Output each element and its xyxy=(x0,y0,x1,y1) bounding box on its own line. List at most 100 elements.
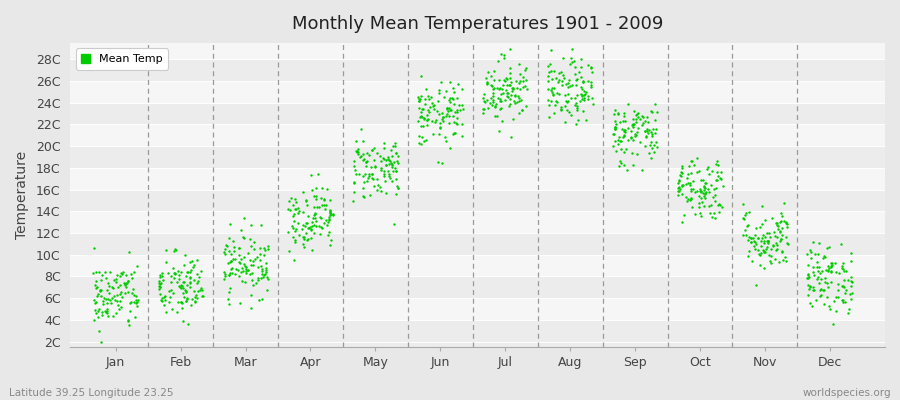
Point xyxy=(803,284,817,290)
Point xyxy=(584,84,598,90)
Point xyxy=(216,269,230,275)
Point xyxy=(125,274,140,281)
Point xyxy=(562,61,577,67)
Bar xyxy=(70,211,885,233)
Point xyxy=(170,267,184,274)
Point xyxy=(627,108,642,114)
Point xyxy=(183,274,197,281)
Point xyxy=(123,299,138,305)
Point xyxy=(573,91,588,97)
Point xyxy=(129,300,143,306)
Point xyxy=(835,298,850,305)
Point xyxy=(187,288,202,294)
Point xyxy=(445,95,459,101)
Point xyxy=(742,248,756,254)
Point xyxy=(697,184,711,190)
Point xyxy=(194,284,209,291)
Point xyxy=(511,92,526,99)
Point xyxy=(315,225,329,231)
Point xyxy=(417,116,431,122)
Point xyxy=(110,272,124,278)
Point xyxy=(432,111,446,118)
Point xyxy=(129,292,143,299)
Point xyxy=(284,195,298,201)
Point xyxy=(282,247,296,254)
Point xyxy=(322,208,337,214)
Point xyxy=(430,108,445,115)
Point xyxy=(194,268,208,274)
Point xyxy=(164,278,178,285)
Point xyxy=(436,114,451,120)
Point xyxy=(555,78,570,84)
Point xyxy=(760,238,775,244)
Point xyxy=(694,195,708,201)
Point xyxy=(130,303,144,309)
Point xyxy=(544,47,558,53)
Point xyxy=(450,120,464,127)
Point xyxy=(155,270,169,276)
Point xyxy=(744,258,759,264)
Point xyxy=(218,273,232,279)
Point xyxy=(176,318,191,324)
Point xyxy=(158,247,173,253)
Point xyxy=(625,122,639,128)
Point xyxy=(260,286,274,293)
Point xyxy=(256,274,270,280)
Point xyxy=(690,188,705,195)
Point xyxy=(113,304,128,310)
Point xyxy=(675,191,689,198)
Point xyxy=(227,244,241,250)
Point xyxy=(194,293,209,299)
Point xyxy=(649,139,663,145)
Point xyxy=(638,128,652,134)
Point xyxy=(223,265,238,272)
Point xyxy=(478,98,492,105)
Point xyxy=(374,164,388,171)
Point xyxy=(554,104,568,110)
Point xyxy=(292,232,306,238)
Point xyxy=(383,158,398,164)
Point xyxy=(410,118,425,124)
Point xyxy=(433,123,447,130)
Point xyxy=(844,290,859,296)
Point xyxy=(106,313,121,319)
Point xyxy=(558,119,572,125)
Point xyxy=(616,126,631,133)
Point xyxy=(320,222,335,229)
Point xyxy=(770,242,784,248)
Point xyxy=(433,125,447,131)
Point xyxy=(824,269,838,276)
Point xyxy=(779,223,794,230)
Point xyxy=(152,274,166,280)
Point xyxy=(568,102,582,109)
Point xyxy=(569,100,583,107)
Point xyxy=(176,290,190,296)
Point xyxy=(824,260,838,266)
Text: Latitude 39.25 Longitude 23.25: Latitude 39.25 Longitude 23.25 xyxy=(9,388,174,398)
Point xyxy=(419,116,434,123)
Point xyxy=(822,284,836,290)
Point xyxy=(171,298,185,305)
Point xyxy=(107,276,122,283)
Point xyxy=(608,124,622,130)
Point xyxy=(443,145,457,152)
Point xyxy=(616,131,631,138)
Point xyxy=(544,89,559,95)
Point xyxy=(370,149,384,156)
Point xyxy=(412,132,427,139)
Point xyxy=(154,297,168,304)
Point xyxy=(775,248,789,255)
Point xyxy=(296,209,310,216)
Point xyxy=(162,298,176,305)
Point xyxy=(843,295,858,302)
Point xyxy=(771,259,786,265)
Point xyxy=(772,227,787,234)
Point xyxy=(102,290,116,296)
Point xyxy=(166,290,180,296)
Point xyxy=(435,110,449,116)
Point xyxy=(805,303,819,310)
Point xyxy=(176,283,190,289)
Point xyxy=(670,188,685,194)
Point xyxy=(126,285,140,292)
Point xyxy=(91,314,105,320)
